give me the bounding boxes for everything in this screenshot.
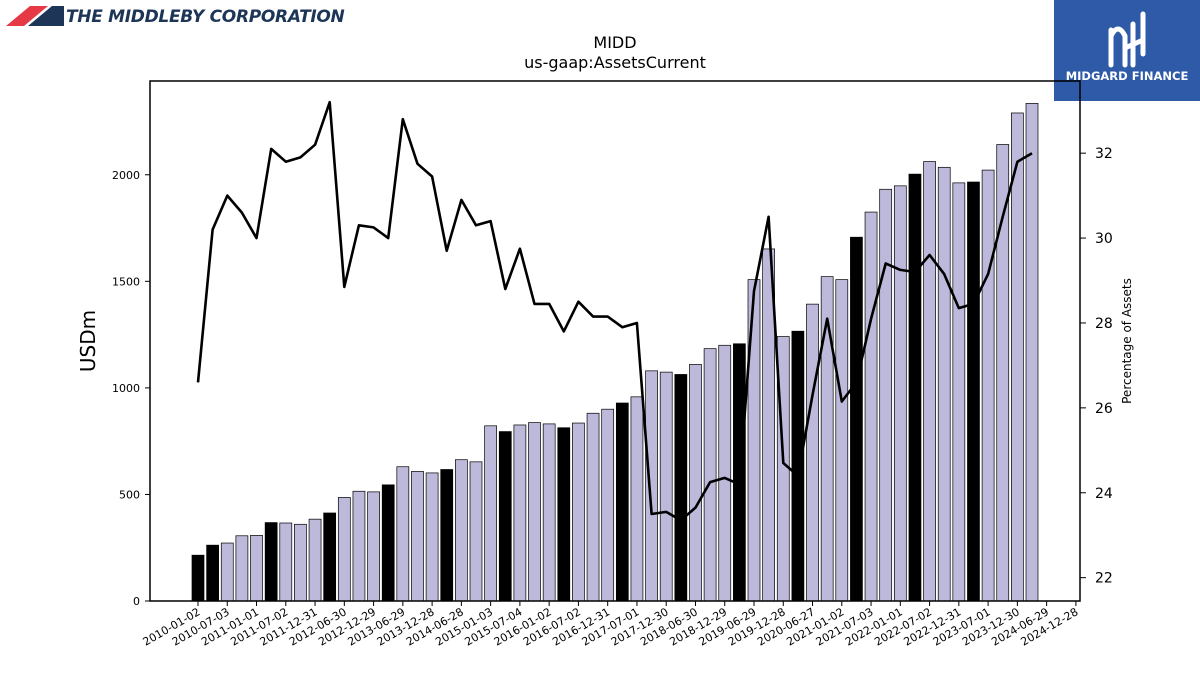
y-axis-left: 0 500 1000 1500 2000 — [112, 169, 150, 608]
bar — [967, 181, 980, 602]
bar — [396, 466, 410, 602]
bar — [542, 423, 556, 602]
bar — [908, 173, 922, 602]
bar — [528, 422, 541, 602]
bar — [674, 374, 688, 602]
bar — [747, 279, 761, 602]
bar — [952, 182, 966, 602]
bar — [718, 344, 732, 602]
bar — [411, 471, 424, 602]
bar — [791, 330, 805, 602]
bar — [1011, 112, 1024, 602]
bar — [440, 469, 454, 602]
y2-tick-label: 32 — [1095, 146, 1113, 162]
bar — [850, 236, 863, 602]
bar — [879, 188, 893, 602]
partner-name: MIDGARD FINANCE — [1065, 69, 1189, 83]
y2-tick-label: 28 — [1095, 316, 1113, 332]
bar — [645, 370, 658, 602]
bar — [191, 554, 205, 602]
bar — [469, 461, 483, 602]
bar — [279, 522, 293, 602]
y-tick-label: 1500 — [112, 275, 140, 288]
y-tick-label: 500 — [119, 488, 140, 501]
bar — [937, 166, 951, 602]
bar — [835, 279, 849, 602]
y2-tick-label: 24 — [1095, 486, 1113, 502]
y2-axis-label: Percentage of Assets — [1120, 278, 1134, 404]
bar-series — [191, 103, 1039, 602]
y2-tick-label: 22 — [1095, 571, 1113, 587]
y-tick-label: 1000 — [112, 382, 140, 395]
company-brand: THE MIDDLEBY CORPORATION — [0, 0, 345, 36]
bar — [572, 422, 585, 602]
line-path — [196, 100, 1033, 522]
bar — [484, 425, 497, 602]
bar — [381, 484, 395, 602]
bar — [367, 491, 380, 602]
line-series — [196, 100, 1033, 522]
company-logo-icon — [6, 6, 64, 26]
y-tick-label: 2000 — [112, 169, 140, 182]
y-tick-label: 0 — [133, 595, 140, 608]
x-axis: 2010-01-022010-07-032011-01-012011-07-02… — [141, 601, 1080, 649]
bar — [498, 431, 512, 602]
bar — [659, 371, 673, 602]
bar — [557, 427, 571, 602]
company-name: THE MIDDLEBY CORPORATION — [66, 7, 345, 27]
y-axis-right: 22 24 26 28 30 32 — [1080, 146, 1113, 587]
bar — [235, 535, 249, 602]
bar — [615, 402, 629, 602]
bar — [923, 161, 936, 602]
bar — [981, 169, 995, 602]
bar — [337, 497, 351, 602]
chart-subtitle: us-gaap:AssetsCurrent — [524, 53, 706, 72]
bar — [425, 472, 439, 602]
bar — [1025, 103, 1039, 602]
bar — [806, 303, 819, 602]
bar — [601, 408, 615, 602]
bar — [455, 459, 468, 602]
bar — [308, 518, 322, 602]
y2-tick-label: 26 — [1095, 401, 1113, 417]
bar — [864, 211, 878, 602]
bar — [294, 523, 307, 602]
bar — [586, 412, 600, 602]
bar — [893, 185, 907, 602]
bar — [689, 364, 702, 602]
bar — [703, 348, 717, 602]
bar — [220, 542, 234, 602]
bar — [513, 424, 527, 602]
bar — [264, 522, 278, 602]
plot-frame — [149, 80, 1081, 602]
bar — [250, 535, 263, 602]
bar — [323, 512, 337, 602]
y2-tick-label: 30 — [1095, 231, 1113, 247]
chart-title: MIDD — [593, 33, 636, 52]
bar — [206, 544, 219, 602]
partner-badge: MIDGARD FINANCE — [1054, 0, 1200, 101]
y-axis-label: USDm — [76, 310, 100, 372]
bar — [352, 490, 366, 602]
bar — [630, 396, 644, 602]
partner-logo-icon — [1108, 11, 1146, 68]
